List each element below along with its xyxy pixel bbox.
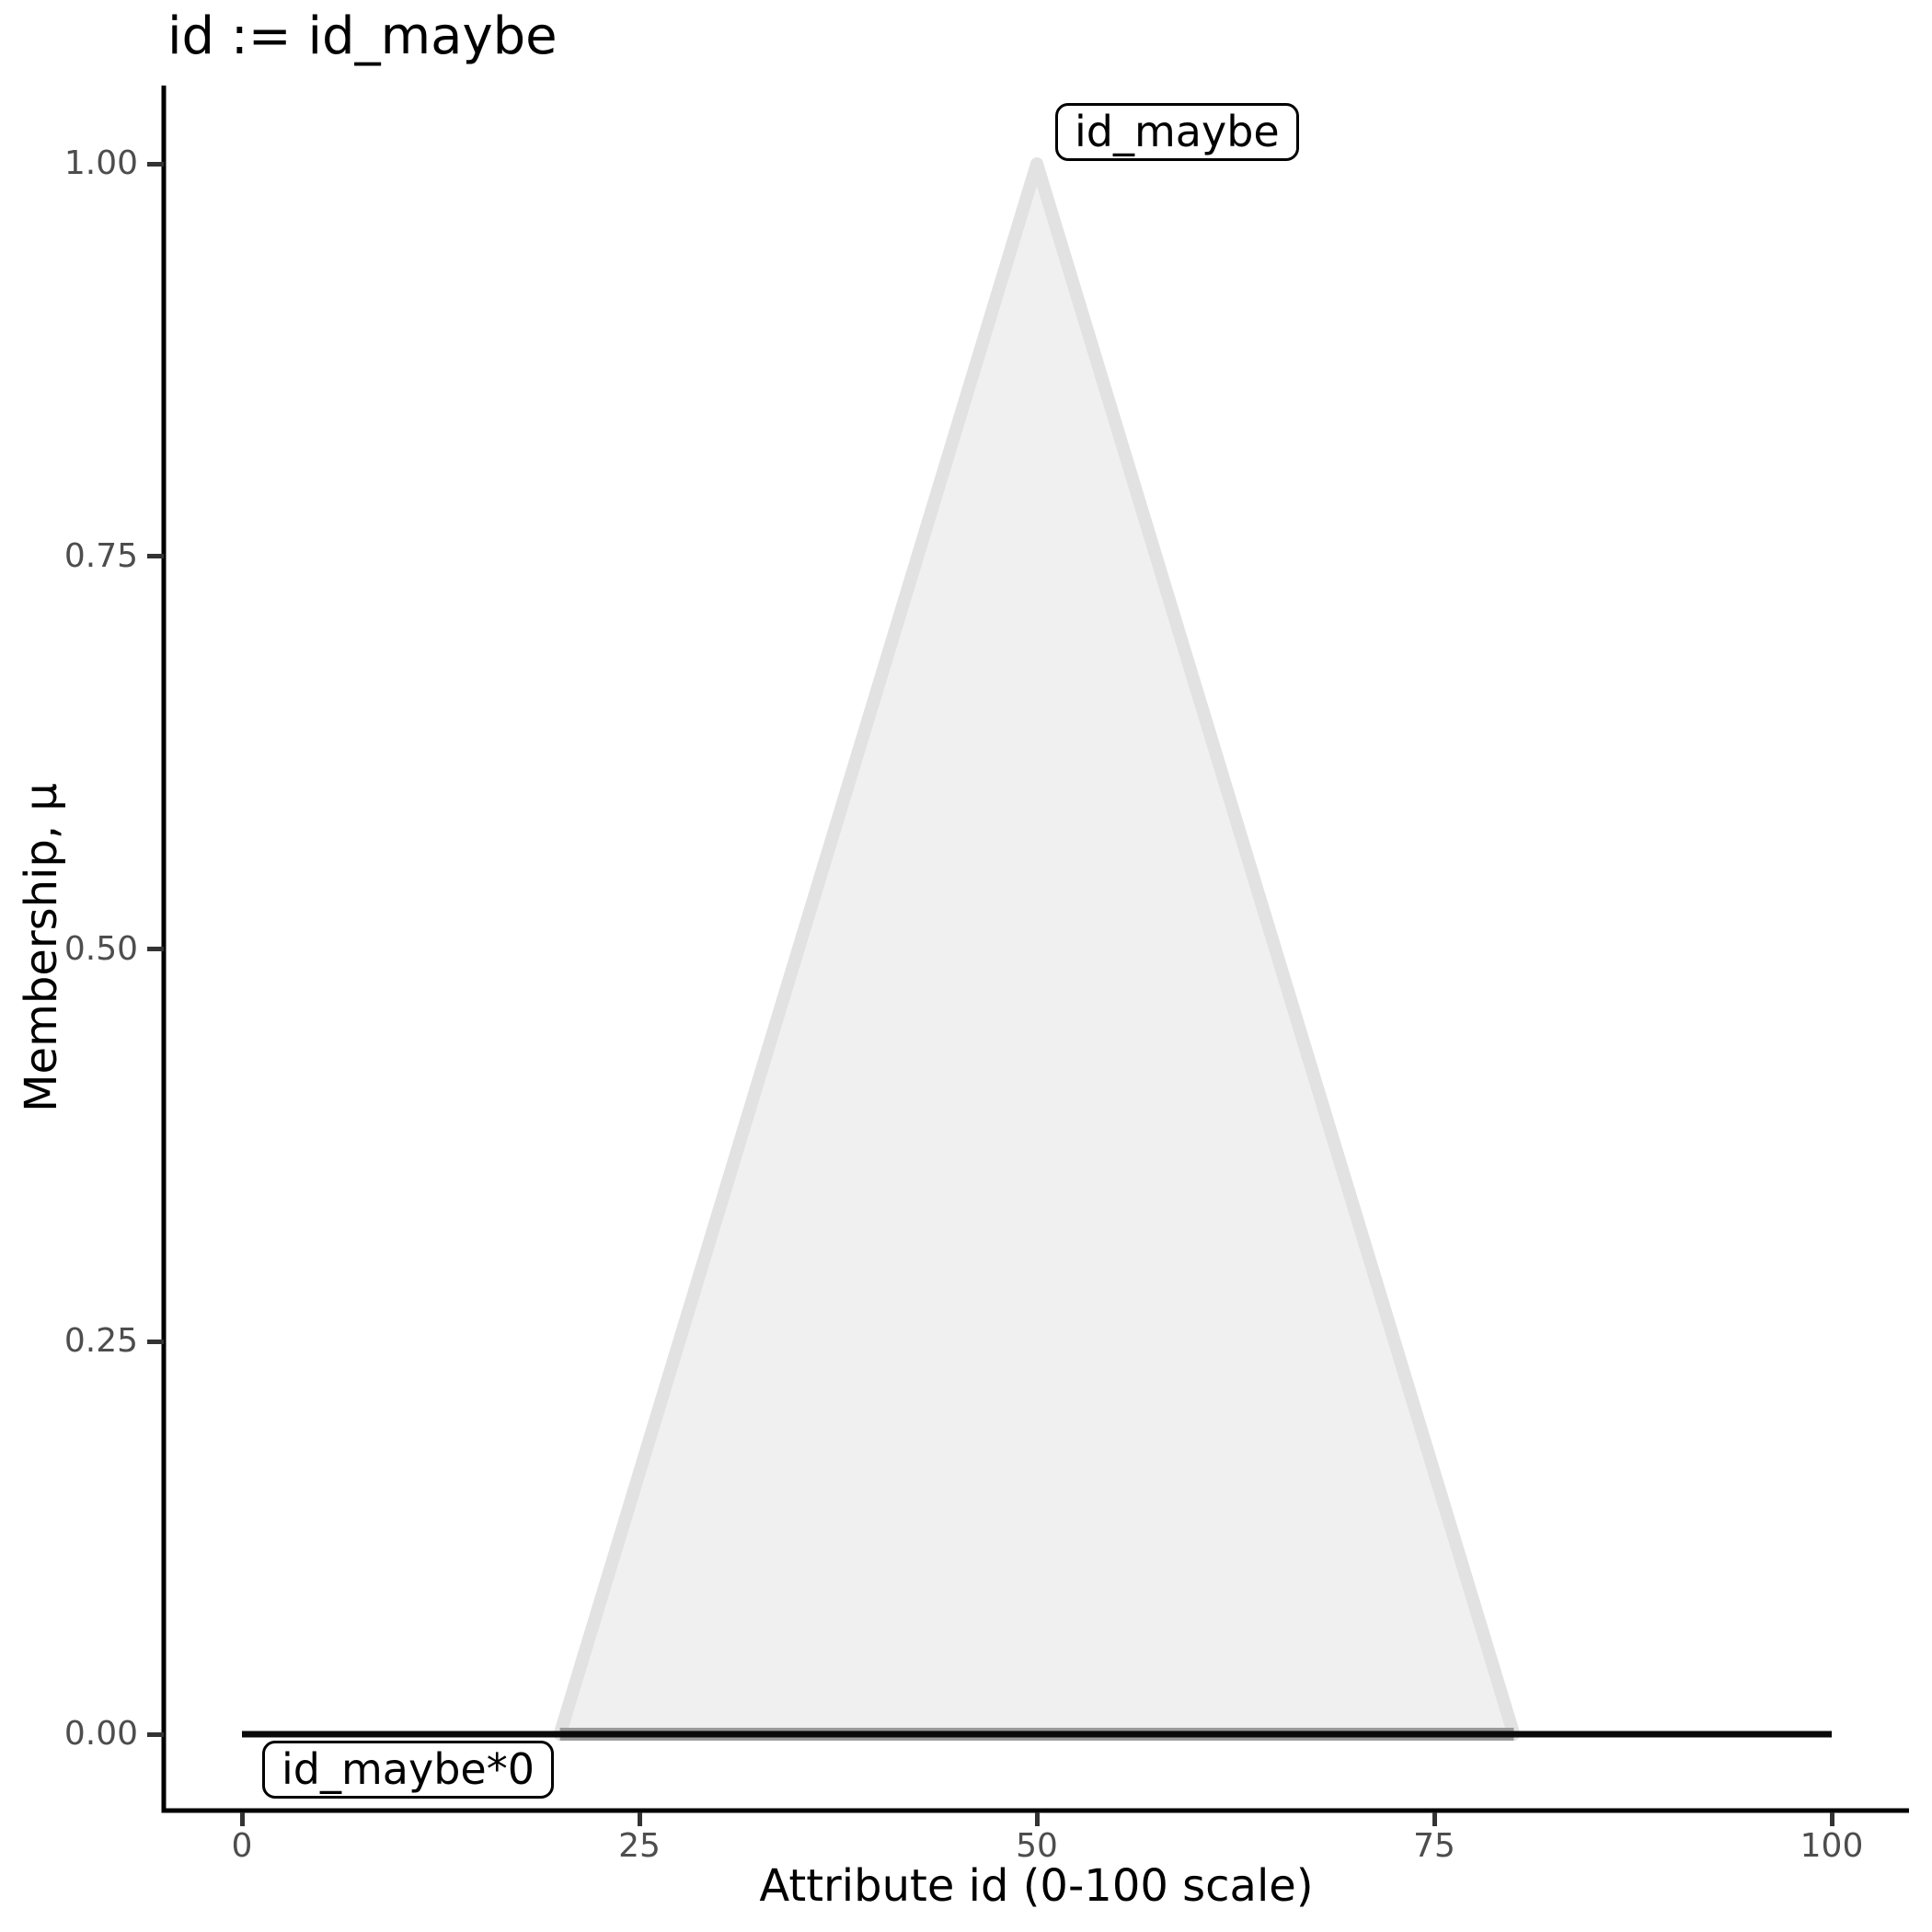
- y-tick-mark: [147, 554, 164, 559]
- membership-triangle-outline: [553, 157, 1521, 1741]
- y-tick-mark: [147, 1339, 164, 1344]
- membership-triangle-fill: [559, 164, 1514, 1734]
- x-tick-label: 100: [1800, 1827, 1864, 1865]
- series-label-id-maybe-times-zero: id_maybe*0: [262, 1741, 554, 1799]
- y-tick-mark: [147, 1731, 164, 1737]
- x-tick-label: 50: [1016, 1827, 1058, 1865]
- x-tick-mark: [637, 1812, 642, 1826]
- x-tick-label: 75: [1413, 1827, 1455, 1865]
- series-label-id-maybe: id_maybe: [1055, 103, 1299, 161]
- y-tick-label: 0.50: [63, 929, 138, 968]
- x-tick-label: 25: [618, 1827, 661, 1865]
- x-tick-mark: [1432, 1812, 1437, 1826]
- x-axis-title: Attribute id (0-100 scale): [759, 1860, 1314, 1912]
- y-tick-label: 1.00: [63, 144, 138, 182]
- y-tick-label: 0.75: [63, 536, 138, 575]
- y-tick-mark: [147, 947, 164, 951]
- y-tick-mark: [147, 161, 164, 167]
- x-tick-label: 0: [231, 1827, 253, 1865]
- x-tick-mark: [1034, 1812, 1040, 1826]
- x-tick-mark: [1829, 1812, 1834, 1826]
- y-tick-label: 0.00: [63, 1715, 138, 1753]
- plot-title: id := id_maybe: [167, 6, 558, 66]
- x-tick-mark: [239, 1812, 245, 1826]
- y-tick-label: 0.25: [63, 1322, 138, 1361]
